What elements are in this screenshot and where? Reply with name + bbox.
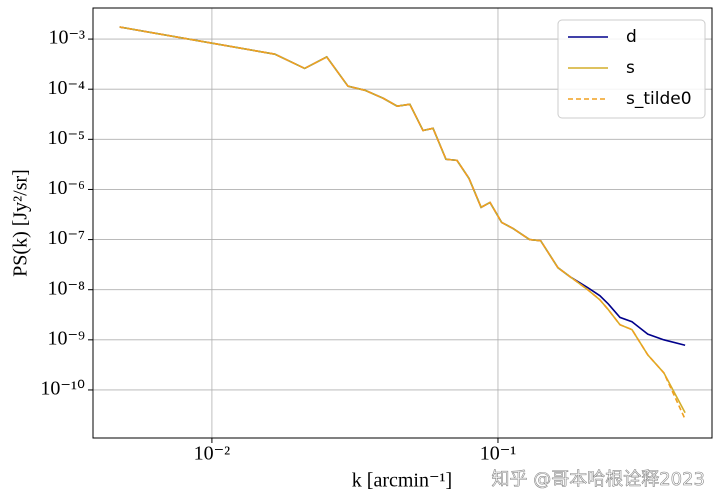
y-tick-label: 10⁻⁴ xyxy=(47,77,85,99)
y-tick-label: 10⁻⁵ xyxy=(47,127,85,149)
x-tick-label: 10⁻² xyxy=(194,443,231,465)
y-tick-label: 10⁻⁹ xyxy=(47,327,85,349)
legend-box xyxy=(557,19,706,119)
series-line xyxy=(119,26,686,420)
y-tick-label: 10⁻⁷ xyxy=(47,227,85,249)
watermark: 知乎 @哥本哈根诠释2023 xyxy=(491,469,705,490)
plot-frame xyxy=(92,7,713,439)
legend-label: s_tilde0 xyxy=(626,89,692,109)
y-tick-label: 10⁻⁸ xyxy=(47,277,85,299)
x-axis-label: k [arcmin⁻¹] xyxy=(352,470,452,492)
y-tick-label: 10⁻³ xyxy=(48,27,85,49)
y-tick-label: 10⁻¹⁰ xyxy=(40,378,85,400)
legend-label: s xyxy=(626,58,635,78)
x-tick-label: 10⁻¹ xyxy=(480,443,517,465)
y-axis-label: PS(k) [Jy²/sr] xyxy=(10,169,32,277)
y-tick-label: 10⁻⁶ xyxy=(47,177,85,199)
legend-label: d xyxy=(626,27,637,47)
